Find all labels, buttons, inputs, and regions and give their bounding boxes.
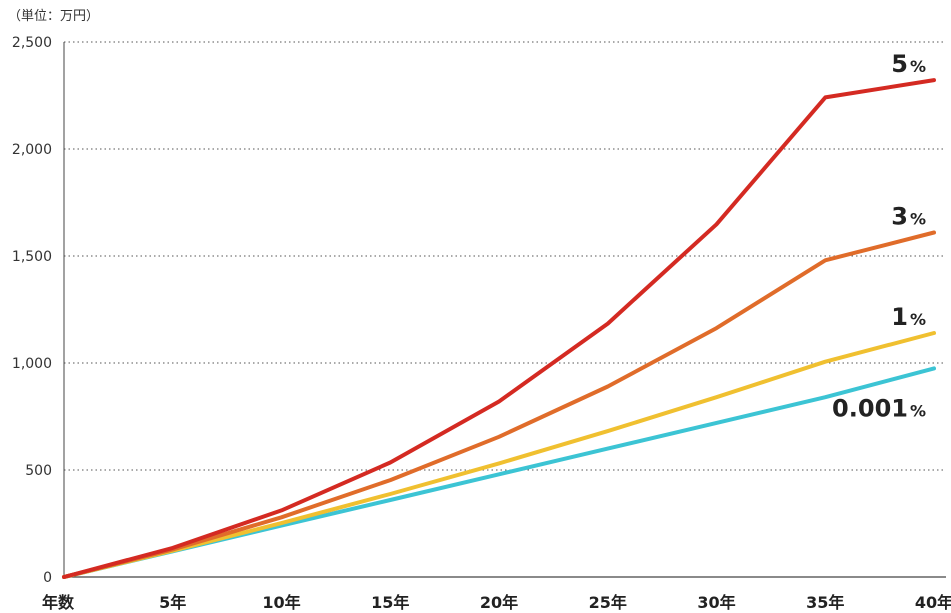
series-lines xyxy=(62,78,936,579)
axes xyxy=(63,42,946,578)
x-tick-label: 10年 xyxy=(262,593,300,612)
x-tick-label: 15年 xyxy=(371,593,409,612)
y-tick-label: 2,500 xyxy=(12,35,52,51)
x-axis-label: 年数 xyxy=(42,593,75,612)
x-tick-label: 35年 xyxy=(806,593,844,612)
x-tick-label: 40年 xyxy=(915,593,951,612)
grid-lines xyxy=(64,41,946,471)
x-axis-ticks: 5年 10年 15年 20年 25年 30年 35年 40年 xyxy=(159,593,951,612)
series-label: 3% xyxy=(891,202,926,230)
x-tick-label: 20年 xyxy=(480,593,518,612)
series-label: 0.001% xyxy=(832,394,926,422)
y-tick-label: 500 xyxy=(25,463,52,479)
unit-label: （単位：万円） xyxy=(8,8,99,24)
x-tick-label: 30年 xyxy=(697,593,735,612)
x-tick-label: 5年 xyxy=(159,593,186,612)
x-tick-label: 25年 xyxy=(589,593,627,612)
y-tick-label: 2,000 xyxy=(12,142,52,158)
y-axis-ticks: 0 500 1,000 1,500 2,000 2,500 xyxy=(12,35,52,586)
series-line xyxy=(62,78,936,579)
series-line xyxy=(62,230,936,579)
y-tick-label: 1,000 xyxy=(12,356,52,372)
y-tick-label: 1,500 xyxy=(12,249,52,265)
series-label: 5% xyxy=(891,50,926,78)
series-line xyxy=(62,331,936,579)
y-tick-label: 0 xyxy=(43,570,52,586)
series-labels: 5 % 3 % 1 % 0.001% xyxy=(832,50,926,422)
series-label: 1% xyxy=(891,303,926,331)
